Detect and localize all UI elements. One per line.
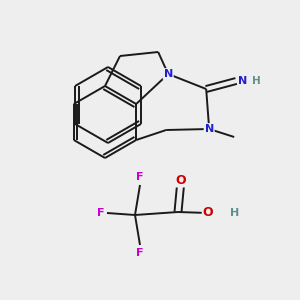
Text: O: O bbox=[203, 206, 213, 220]
Text: N: N bbox=[164, 69, 173, 79]
Text: F: F bbox=[136, 248, 144, 258]
Text: H: H bbox=[252, 76, 261, 86]
Text: O: O bbox=[176, 173, 186, 187]
Text: H: H bbox=[230, 208, 239, 218]
Text: F: F bbox=[136, 172, 144, 182]
Text: N: N bbox=[205, 124, 214, 134]
Text: N: N bbox=[238, 76, 248, 86]
Text: F: F bbox=[97, 208, 104, 218]
